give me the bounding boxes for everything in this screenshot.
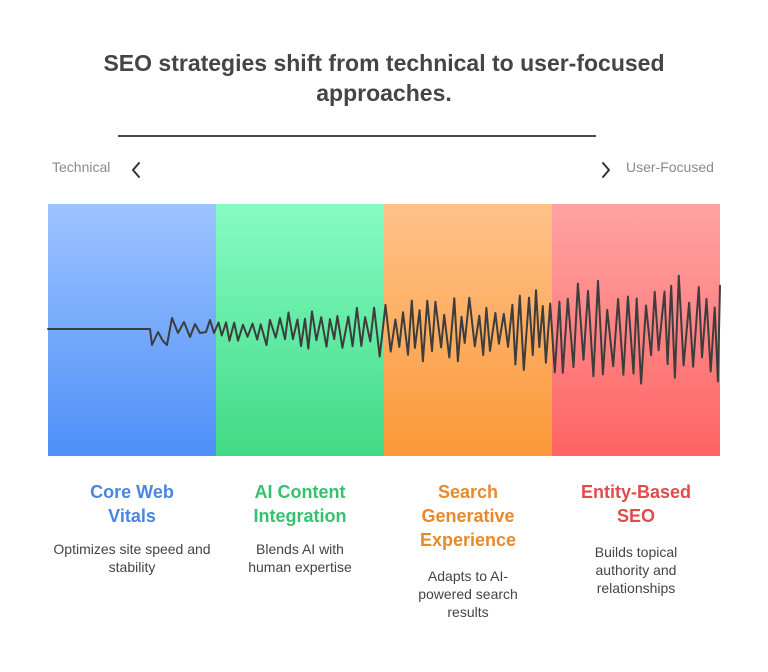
- title-divider: [118, 135, 596, 137]
- stage-description: Builds topical authority and relationshi…: [594, 544, 678, 596]
- chevron-right-icon: [602, 162, 610, 178]
- stage-description: Adapts to AI-powered search results: [418, 568, 518, 620]
- stage-band-ai-content: [216, 204, 384, 456]
- stage-band-core-web-vitals: [48, 204, 216, 456]
- stage-band-entity-seo: [552, 204, 720, 456]
- stage-description: Optimizes site speed and stability: [53, 541, 211, 575]
- page-title: SEO strategies shift from technical to u…: [103, 50, 665, 106]
- stage-title: Search Generative Experience: [419, 482, 517, 550]
- stage-title: AI Content Integration: [253, 482, 347, 526]
- axis-right-label: User-Focused: [626, 159, 714, 175]
- stage-title: Entity-Based SEO: [580, 482, 692, 526]
- stage-title: Core Web Vitals: [90, 482, 174, 526]
- axis-left-label: Technical: [52, 159, 111, 175]
- stage-band-sge: [384, 204, 552, 456]
- stage-description: Blends AI with human expertise: [248, 541, 352, 575]
- chevron-left-icon: [132, 162, 140, 178]
